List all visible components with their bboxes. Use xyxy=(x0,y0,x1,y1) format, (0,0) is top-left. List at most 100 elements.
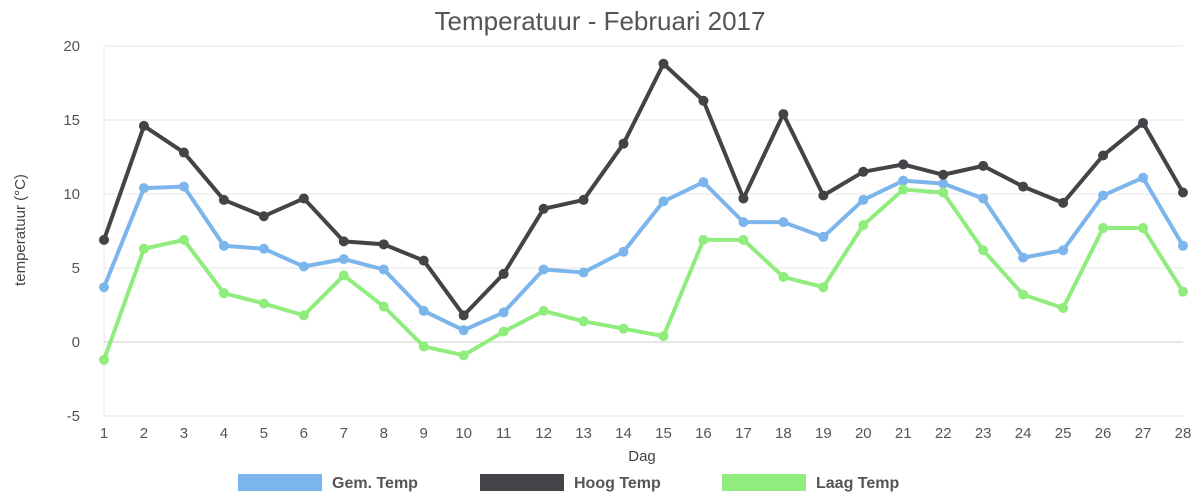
data-point[interactable] xyxy=(138,243,149,254)
data-point[interactable] xyxy=(258,211,269,222)
data-point[interactable] xyxy=(738,234,749,245)
data-point[interactable] xyxy=(218,194,229,205)
series-line[interactable] xyxy=(102,175,1185,333)
data-point[interactable] xyxy=(178,234,189,245)
data-point[interactable] xyxy=(498,307,509,318)
data-point[interactable] xyxy=(218,288,229,299)
legend-item[interactable]: Hoog Temp xyxy=(480,474,661,492)
data-point[interactable] xyxy=(1018,181,1029,192)
data-point[interactable] xyxy=(578,194,589,205)
x-tick-label: 21 xyxy=(895,425,912,442)
data-point[interactable] xyxy=(618,138,629,149)
data-point[interactable] xyxy=(418,305,429,316)
series-line[interactable] xyxy=(102,187,1185,361)
data-point[interactable] xyxy=(858,220,869,231)
data-point[interactable] xyxy=(898,175,909,186)
data-point[interactable] xyxy=(938,169,949,180)
data-point[interactable] xyxy=(538,305,549,316)
data-point[interactable] xyxy=(298,310,309,321)
data-point[interactable] xyxy=(978,245,989,256)
data-point[interactable] xyxy=(258,298,269,309)
data-point[interactable] xyxy=(99,282,109,293)
data-point[interactable] xyxy=(978,193,989,204)
data-point[interactable] xyxy=(938,178,949,189)
data-point[interactable] xyxy=(538,264,549,275)
data-point[interactable] xyxy=(618,323,629,334)
data-point[interactable] xyxy=(258,243,269,254)
data-point[interactable] xyxy=(1098,223,1109,234)
data-point[interactable] xyxy=(138,183,149,194)
data-point[interactable] xyxy=(858,194,869,205)
data-point[interactable] xyxy=(1018,252,1029,263)
data-point[interactable] xyxy=(338,254,349,265)
data-point[interactable] xyxy=(138,120,149,131)
data-point[interactable] xyxy=(698,177,709,188)
data-point[interactable] xyxy=(458,350,469,361)
data-point[interactable] xyxy=(698,95,709,106)
data-point[interactable] xyxy=(578,267,589,278)
data-point[interactable] xyxy=(458,325,469,336)
legend-item[interactable]: Gem. Temp xyxy=(238,474,418,492)
data-point[interactable] xyxy=(218,240,229,251)
data-point[interactable] xyxy=(898,184,909,195)
data-point[interactable] xyxy=(178,147,189,158)
data-point[interactable] xyxy=(418,255,429,266)
legend[interactable]: Gem. Temp Hoog Temp Laag Temp xyxy=(238,474,900,492)
data-point[interactable] xyxy=(458,310,469,321)
data-point[interactable] xyxy=(378,239,389,250)
data-point[interactable] xyxy=(1058,245,1069,256)
series-2[interactable] xyxy=(99,58,1188,321)
data-point[interactable] xyxy=(578,316,589,327)
data-point[interactable] xyxy=(778,217,789,228)
data-point[interactable] xyxy=(658,331,669,342)
legend-label: Gem. Temp xyxy=(332,475,418,492)
data-point[interactable] xyxy=(1058,197,1069,208)
data-point[interactable] xyxy=(1138,223,1149,234)
data-point[interactable] xyxy=(898,159,909,170)
data-point[interactable] xyxy=(818,190,829,201)
data-point[interactable] xyxy=(1018,289,1029,300)
data-point[interactable] xyxy=(1098,190,1109,201)
data-point[interactable] xyxy=(378,301,389,312)
data-point[interactable] xyxy=(378,264,389,275)
data-point[interactable] xyxy=(1138,117,1149,128)
data-point[interactable] xyxy=(1178,187,1188,198)
data-point[interactable] xyxy=(618,246,629,257)
data-point[interactable] xyxy=(338,236,349,247)
data-point[interactable] xyxy=(99,354,109,365)
series-3[interactable] xyxy=(99,184,1188,365)
data-point[interactable] xyxy=(858,166,869,177)
data-point[interactable] xyxy=(498,268,509,279)
x-tick-label: 23 xyxy=(975,425,992,442)
data-point[interactable] xyxy=(338,270,349,281)
data-point[interactable] xyxy=(738,217,749,228)
data-point[interactable] xyxy=(658,196,669,207)
x-tick-label: 1 xyxy=(100,425,108,442)
data-point[interactable] xyxy=(818,231,829,242)
data-point[interactable] xyxy=(778,109,789,120)
data-point[interactable] xyxy=(738,193,749,204)
legend-item[interactable]: Laag Temp xyxy=(722,474,900,492)
data-point[interactable] xyxy=(298,261,309,272)
data-point[interactable] xyxy=(298,193,309,204)
data-point[interactable] xyxy=(1178,286,1188,297)
x-tick-label: 2 xyxy=(140,425,148,442)
data-point[interactable] xyxy=(418,341,429,352)
data-point[interactable] xyxy=(938,187,949,198)
data-point[interactable] xyxy=(99,234,109,245)
data-point[interactable] xyxy=(498,326,509,337)
data-point[interactable] xyxy=(698,234,709,245)
series-1[interactable] xyxy=(99,172,1188,336)
data-point[interactable] xyxy=(538,203,549,214)
data-point[interactable] xyxy=(778,271,789,282)
data-point[interactable] xyxy=(1138,172,1149,183)
data-point[interactable] xyxy=(1178,240,1188,251)
data-point[interactable] xyxy=(658,58,669,69)
data-point[interactable] xyxy=(1098,150,1109,161)
data-point[interactable] xyxy=(178,181,189,192)
data-point[interactable] xyxy=(1058,302,1069,313)
series-line[interactable] xyxy=(102,61,1185,318)
data-point[interactable] xyxy=(818,282,829,293)
x-tick-label: 8 xyxy=(380,425,388,442)
data-point[interactable] xyxy=(978,160,989,171)
